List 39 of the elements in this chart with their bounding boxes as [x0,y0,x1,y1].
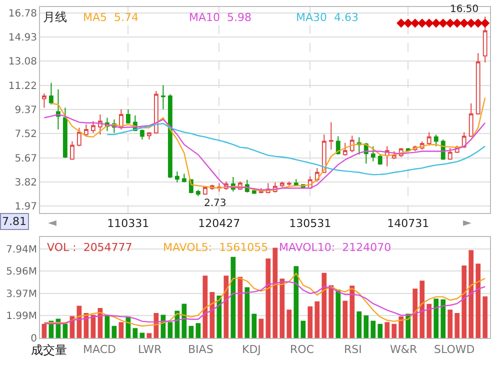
x-tick-label: 140731 [387,217,430,230]
text: RSI [344,343,362,356]
text: LWR [138,343,162,356]
text: ◄ [48,216,57,229]
text: VOL : 2054777 [47,241,132,254]
annotation: 2.73 [204,198,226,209]
text: ROC [290,343,314,356]
y-tick-label: 3.97M [6,288,37,300]
y-tick-label: 0 [30,334,37,345]
text: MA30 4.63 [296,11,358,24]
annotation: 16.50 [450,4,479,15]
text: ► [463,216,472,229]
y-tick-label: 1.97 [14,201,37,212]
y-tick-label: 5.96M [6,266,37,278]
y-tick-label: 5.67 [14,153,37,164]
text: W&R [390,343,418,356]
text: 成交量 [31,343,67,357]
y-tick-label: 1.99M [6,311,37,322]
y-tick-label: 7.52 [14,129,37,140]
y-tick-label: 14.93 [8,32,37,44]
y-tick-label: 7.94M [6,244,37,256]
y-tick-label: 9.37 [14,105,37,116]
x-tick-label: 120427 [198,217,240,230]
y-tick-label: 16.78 [8,8,37,20]
text: MACD [83,343,116,356]
annotation: 月线 [43,10,67,24]
y-tick-label: 3.82 [14,177,37,188]
x-tick-label: 110331 [107,217,150,230]
text: SLOWD [434,343,475,356]
text: MA5 5.74 [83,11,138,24]
text: MAVOL10: 2124070 [279,241,392,254]
y-tick-label: 13.08 [8,56,37,68]
text: BIAS [188,343,214,356]
x-tick-label: 130531 [289,217,332,230]
text: MAVOL5: 1561055 [163,241,268,254]
text: KDJ [242,343,261,356]
y-tick-label: 11.22 [8,80,37,92]
text: MA10 5.98 [189,11,252,24]
text: 7.81 [2,215,26,228]
